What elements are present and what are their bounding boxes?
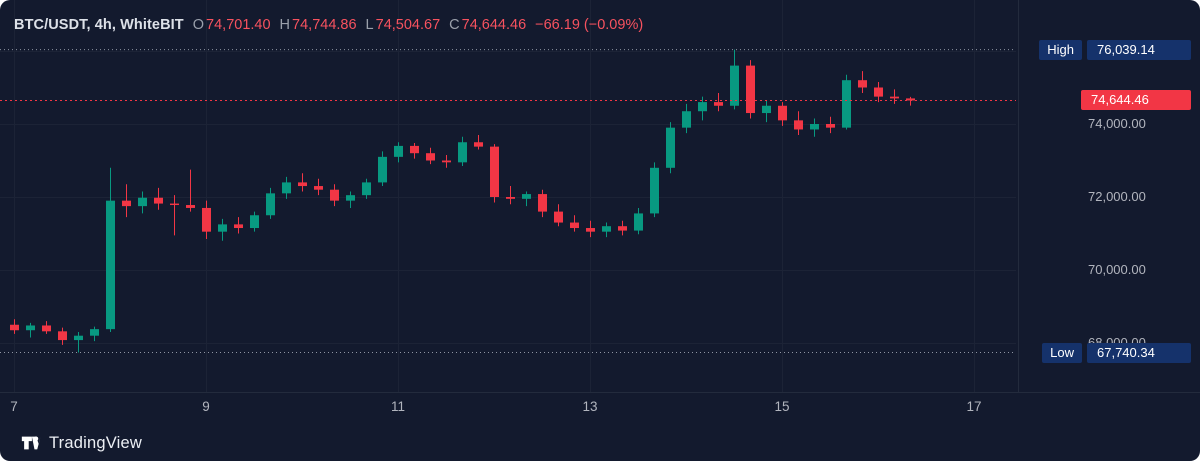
tradingview-logo-icon <box>21 436 41 450</box>
ohlc-low: L 74,504.67 <box>366 17 441 33</box>
high-price-badge: 76,039.14 <box>1087 40 1191 60</box>
price-axis[interactable]: High 76,039.14 74,644.46 Low 67,740.34 7… <box>1018 0 1200 392</box>
open-value: 74,701.40 <box>206 17 271 33</box>
close-value: 74,644.46 <box>461 17 527 33</box>
current-price-badge: 74,644.46 <box>1081 90 1191 110</box>
time-tick-label: 7 <box>10 399 18 414</box>
open-label: O <box>192 17 205 33</box>
session-high-marker: High 76,039.14 <box>1039 40 1191 60</box>
chart-window: BTC/USDT, 4h, WhiteBIT O 74,701.40 H 74,… <box>0 0 1200 461</box>
high-label: H <box>279 17 291 33</box>
change-value: −66.19 (−0.09%) <box>535 17 644 33</box>
tradingview-attribution[interactable]: TradingView <box>20 432 142 454</box>
price-tick-label: 70,000.00 <box>1088 262 1146 277</box>
tradingview-brand-text: TradingView <box>49 433 142 452</box>
price-tick-label: 72,000.00 <box>1088 189 1146 204</box>
ohlc-open: O 74,701.40 <box>193 17 271 33</box>
candlestick-chart[interactable] <box>0 0 1200 421</box>
session-low-marker: Low 67,740.34 <box>1042 343 1191 363</box>
chart-legend: BTC/USDT, 4h, WhiteBIT O 74,701.40 H 74,… <box>14 17 643 33</box>
ohlc-high: H 74,744.86 <box>280 17 357 33</box>
low-label: L <box>365 17 374 33</box>
ohlc-close: C 74,644.46 <box>449 17 526 33</box>
price-tick-label: 74,000.00 <box>1088 116 1146 131</box>
high-badge: High <box>1039 40 1082 60</box>
time-tick-label: 15 <box>774 399 790 414</box>
high-value: 74,744.86 <box>292 17 357 33</box>
time-tick-label: 9 <box>202 399 210 414</box>
time-tick-label: 17 <box>966 399 982 414</box>
time-axis[interactable]: 7 9 11 13 15 17 <box>0 393 1200 421</box>
low-price-badge: 67,740.34 <box>1087 343 1191 363</box>
time-tick-label: 13 <box>582 399 598 414</box>
low-badge: Low <box>1042 343 1082 363</box>
time-tick-label: 11 <box>390 399 406 414</box>
low-value: 74,504.67 <box>375 17 441 33</box>
close-label: C <box>449 17 460 33</box>
symbol-title[interactable]: BTC/USDT, 4h, WhiteBIT <box>14 17 184 33</box>
